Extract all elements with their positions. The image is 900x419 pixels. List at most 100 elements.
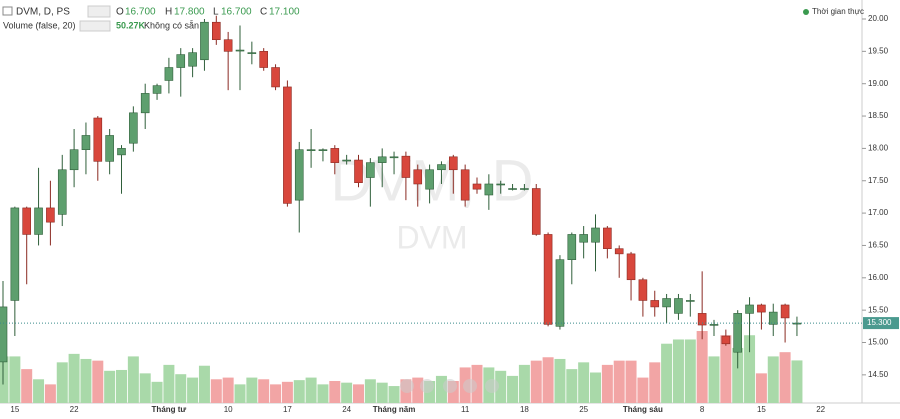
candle-body	[745, 304, 754, 314]
candle-body	[140, 93, 150, 114]
menu-icon[interactable]	[2, 6, 13, 16]
candle-body	[330, 148, 340, 163]
y-tick-label: 16.50	[868, 241, 889, 250]
candle-body	[437, 164, 446, 171]
nav-button[interactable]	[400, 379, 414, 393]
candle-body	[520, 188, 529, 190]
volume-bar	[744, 335, 756, 403]
y-tick-label: 15.50	[868, 305, 889, 314]
volume-bar	[542, 357, 554, 403]
candle-body	[508, 188, 517, 190]
candle-body	[685, 300, 695, 302]
volume-bar	[684, 339, 696, 403]
candle-body	[212, 21, 221, 41]
candle-body	[93, 117, 103, 162]
candle-body	[354, 159, 363, 183]
candle-body	[757, 304, 766, 313]
volume-bar	[518, 364, 530, 403]
volume-bar	[329, 380, 341, 403]
last-price-box	[863, 317, 899, 330]
settings-icons[interactable]	[87, 5, 111, 18]
candle-body	[10, 207, 20, 301]
volume-bar	[210, 379, 222, 403]
volume-bar	[92, 360, 104, 403]
x-tick-label: 24	[342, 405, 351, 414]
y-tick-label: 19.50	[868, 46, 889, 55]
volume-bar	[175, 374, 187, 403]
realtime-label: Thời gian thực	[812, 7, 864, 16]
candle-body	[318, 149, 328, 151]
volume-icons[interactable]	[79, 20, 111, 32]
candle-body	[496, 183, 506, 186]
candle-body	[472, 183, 482, 190]
l-value: 16.700	[221, 7, 252, 18]
candle-body	[768, 311, 778, 325]
volume-bar	[767, 356, 779, 403]
volume-bar	[732, 347, 744, 403]
volume-bar	[293, 380, 305, 403]
volume-title: Volume (false, 20)	[3, 20, 76, 30]
candle-body	[81, 135, 91, 150]
last-price-label: 15.300	[867, 318, 892, 327]
nav-button[interactable]	[485, 379, 499, 393]
candle-body	[780, 304, 790, 319]
candle-body	[22, 207, 32, 235]
y-tick-label: 18.50	[868, 111, 889, 120]
x-tick-label: 17	[283, 405, 292, 414]
candle-body	[697, 313, 707, 326]
volume-bar	[258, 379, 270, 403]
candle-body	[567, 234, 577, 260]
y-tick-label: 14.50	[868, 370, 889, 379]
volume-bar	[364, 379, 376, 403]
c-label: C	[260, 7, 267, 18]
candle-body	[555, 259, 565, 327]
x-tick-label: 18	[520, 405, 529, 414]
candle-body	[626, 253, 636, 281]
volume-bar	[9, 356, 21, 403]
volume-bar	[376, 382, 388, 403]
realtime-dot	[803, 9, 809, 15]
volume-bar	[305, 377, 317, 403]
candle-body	[389, 156, 399, 159]
candle-body	[247, 52, 257, 54]
volume-bar	[56, 362, 68, 403]
candle-body	[105, 135, 114, 162]
o-label: O	[116, 7, 124, 18]
h-value: 17.800	[174, 7, 205, 18]
volume-bar	[270, 384, 282, 403]
volume-bar	[234, 384, 246, 403]
volume-bar	[281, 381, 293, 403]
volume-bar	[507, 375, 519, 403]
volume-bar	[755, 373, 767, 403]
y-tick-label: 15.00	[868, 338, 889, 347]
candle-body	[152, 85, 162, 94]
l-label: L	[213, 7, 219, 18]
candle-body	[377, 156, 387, 163]
nav-button[interactable]	[443, 379, 457, 393]
y-tick-label: 17.50	[868, 176, 889, 185]
candle-body	[638, 279, 648, 301]
nav-button[interactable]	[420, 379, 434, 393]
x-tick-label: 10	[224, 405, 233, 414]
candle-body	[164, 67, 174, 81]
candle-body	[531, 188, 541, 235]
volume-bar	[791, 360, 803, 403]
volume-bar	[661, 343, 673, 403]
symbol: DVM, D, PS	[16, 7, 70, 18]
x-tick-label: 15	[10, 405, 19, 414]
candle-body	[460, 169, 470, 201]
o-value: 16.700	[125, 7, 156, 18]
volume-bar	[80, 358, 92, 403]
nav-buttons	[400, 379, 499, 393]
candle-body	[484, 183, 494, 196]
nav-button[interactable]	[463, 379, 477, 393]
volume-bar	[672, 339, 684, 403]
volume-bar	[495, 370, 507, 403]
candle-body	[259, 51, 269, 68]
candle-body	[614, 248, 624, 255]
y-tick-label: 18.00	[868, 144, 889, 153]
candle-body	[223, 39, 233, 52]
x-tick-label: Tháng sáu	[623, 405, 663, 414]
volume-bar	[388, 386, 400, 403]
x-tick-label: 22	[70, 405, 79, 414]
